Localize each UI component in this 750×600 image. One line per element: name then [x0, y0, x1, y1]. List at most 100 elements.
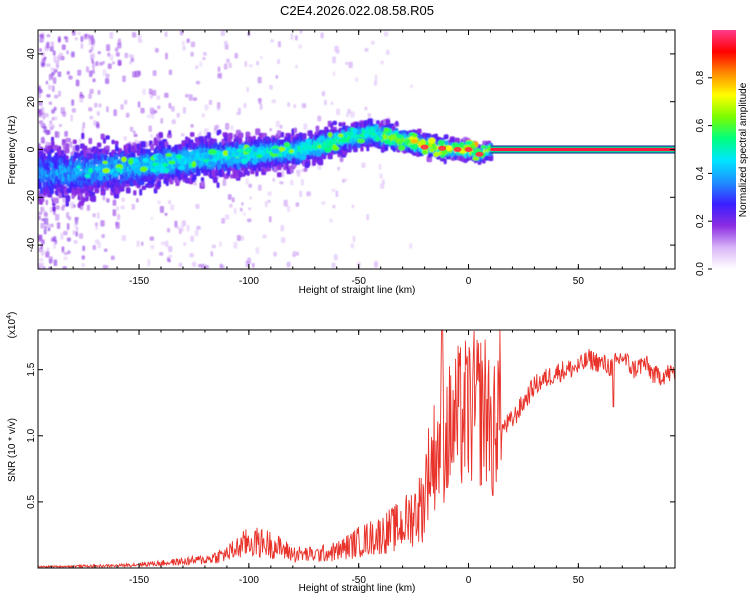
spectrogram-cell [275, 75, 279, 79]
spectrogram-hotspot [236, 148, 245, 154]
spectrogram-cell [234, 53, 239, 59]
spectrogram-hotspot [165, 152, 173, 157]
snr-x-tick-label: 0 [466, 575, 472, 586]
spectrogram-cell [40, 262, 44, 268]
spectrogram-cell [245, 178, 249, 185]
spectrogram-cell [125, 112, 130, 118]
spectrogram-cell [268, 216, 272, 223]
spectrogram-cell [199, 61, 203, 67]
spectrogram-cell [333, 254, 338, 261]
spectrogram-cell [60, 232, 64, 240]
spectrogram-cell [255, 128, 261, 136]
spectrogram-cell [217, 105, 220, 112]
spectrogram-cell [161, 241, 166, 246]
spectrogram-cell [58, 149, 62, 156]
spectrogram-cell [97, 90, 101, 95]
spectrogram-cell [270, 39, 274, 43]
spectrogram-hotspot [263, 153, 271, 159]
spectrogram-hotspot [397, 144, 406, 151]
figure-title: C2E4.2026.022.08.58.R05 [280, 3, 434, 18]
spectrogram-cell [247, 218, 252, 223]
spectrogram-cell [53, 106, 57, 111]
spectrogram-cell [136, 240, 140, 247]
spectrogram-cell [75, 144, 80, 151]
spectrogram-cell [336, 108, 341, 116]
spectrogram-cell [195, 203, 200, 209]
spectrogram-cell [233, 171, 237, 178]
spectrogram-cell [113, 192, 120, 199]
spectrogram-cell [53, 210, 56, 216]
spectrogram-cell [296, 251, 300, 256]
spectrogram-cell [110, 163, 114, 171]
spectrogram-cell [71, 30, 76, 36]
spectrogram-cell [45, 251, 50, 258]
spectrogram-cell [83, 34, 88, 40]
spectrogram-cell [113, 154, 119, 160]
spectrogram-cell [61, 44, 66, 50]
spectrogram-hotspot [102, 160, 108, 165]
spectrogram-x-tick-label: 50 [573, 276, 585, 287]
spectrogram-hotspot [190, 154, 196, 159]
spectrogram-cell [139, 188, 143, 196]
spectrogram-hotspot [115, 167, 121, 172]
spectrogram-cell [112, 209, 117, 217]
spectrogram-cell [290, 179, 294, 186]
spectrogram-cell [320, 32, 324, 39]
spectrogram-cell [293, 127, 297, 134]
spectrogram-hotspot [216, 156, 221, 160]
spectrogram-cell [277, 41, 282, 48]
spectrogram-cell [153, 139, 159, 146]
spectrogram-cell [352, 235, 356, 242]
spectrogram-peak [453, 147, 462, 152]
spectrogram-cell [92, 69, 95, 75]
spectrogram-cell [271, 99, 276, 104]
colorbar-tick-label: 0.2 [695, 214, 706, 228]
snr-y-label: SNR (10 * v/v) [7, 418, 18, 482]
spectrogram-cell [64, 147, 70, 154]
spectrogram-cell [360, 146, 364, 152]
spectrogram-cell [303, 167, 308, 172]
spectrogram-hotspot [256, 149, 264, 156]
spectrogram-hotspot [429, 148, 435, 153]
spectrogram-cell [75, 226, 79, 231]
spectrogram-cell [129, 126, 134, 132]
spectrogram-cell [38, 102, 43, 106]
spectrogram-cell [195, 80, 201, 85]
spectrogram-hotspot [446, 145, 453, 152]
spectrogram-cell [75, 231, 79, 237]
spectrogram-cell [184, 94, 189, 98]
spectrogram-hotspot [301, 142, 310, 149]
spectrogram-cell [137, 101, 141, 108]
spectrogram-cell [134, 180, 138, 186]
spectrogram-cell [332, 71, 336, 77]
spectrogram-cell [364, 47, 369, 52]
spectrogram-cell [262, 234, 267, 239]
spectrogram-cell [55, 60, 60, 68]
spectrogram-hotspot [133, 158, 139, 164]
spectrogram-cell [219, 241, 222, 247]
spectrogram-cell [72, 139, 77, 145]
spectrogram-cell [329, 218, 333, 223]
spectrogram-cell [58, 145, 62, 151]
spectrogram-cell [58, 123, 62, 127]
spectrogram-y-tick-label: 20 [26, 96, 37, 108]
spectrogram-cell [149, 236, 154, 241]
spectrogram-cell [49, 148, 55, 153]
spectrogram-cell [386, 49, 390, 55]
spectrogram-cell [38, 235, 42, 242]
spectrogram-cell [150, 144, 155, 151]
spectrogram-cell [46, 63, 51, 67]
spectrogram-cell [176, 225, 180, 229]
spectrogram-cell [222, 158, 226, 165]
spectrogram-cell [121, 197, 125, 202]
spectrogram-cell [240, 235, 245, 241]
spectrogram-marks [38, 30, 675, 269]
spectrogram-cell [205, 265, 209, 269]
spectrogram-cell [300, 178, 304, 186]
spectrogram-cell [51, 117, 55, 121]
spectrogram-cell [92, 120, 97, 126]
spectrogram-cell [280, 225, 285, 232]
spectrogram-cell [152, 70, 157, 76]
spectrogram-x-tick-label: -150 [129, 276, 149, 287]
spectrogram-cell [338, 122, 343, 127]
